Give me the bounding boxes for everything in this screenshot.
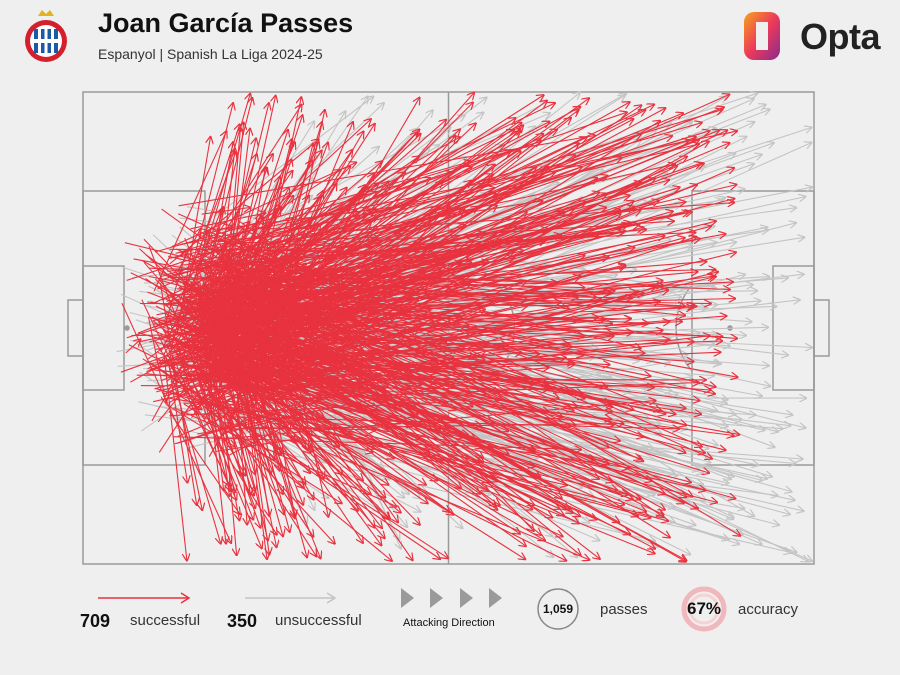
total-passes-value: 1,059 bbox=[532, 602, 584, 616]
accuracy-value: 67% bbox=[678, 599, 730, 619]
successful-count: 709 bbox=[80, 611, 110, 632]
passes-label: passes bbox=[600, 601, 648, 618]
attacking-direction-label: Attacking Direction bbox=[403, 617, 495, 629]
successful-label: successful bbox=[130, 612, 200, 629]
unsuccessful-count: 350 bbox=[227, 611, 257, 632]
accuracy-label: accuracy bbox=[738, 601, 798, 618]
attacking-direction-icon bbox=[401, 588, 502, 608]
unsuccessful-label: unsuccessful bbox=[275, 612, 362, 629]
